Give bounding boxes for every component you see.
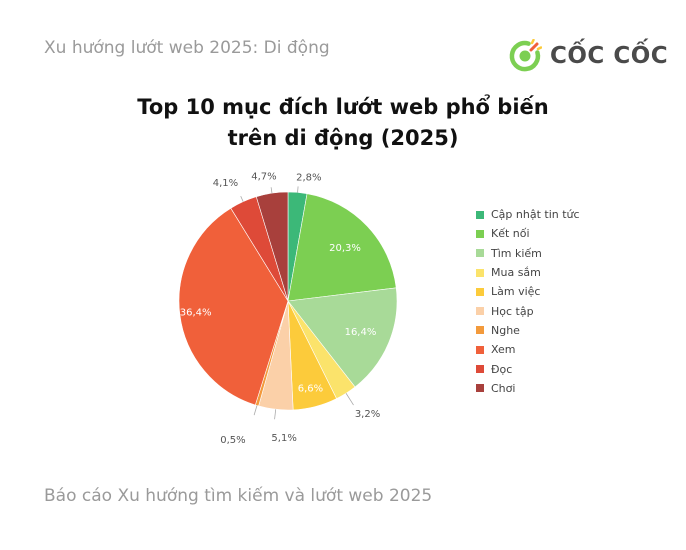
legend-item-7: Xem	[476, 340, 580, 359]
leader-line-5	[274, 409, 277, 420]
legend-item-9: Chơi	[476, 379, 580, 398]
legend-label: Cập nhật tin tức	[491, 208, 580, 222]
pie-slice-9	[255, 191, 289, 302]
legend-item-6: Nghe	[476, 321, 580, 340]
data-label-9: 4,7%	[251, 171, 276, 182]
legend-swatch	[476, 249, 484, 258]
legend-item-8: Đọc	[476, 359, 580, 378]
legend-swatch	[476, 287, 484, 296]
chart-title-line-2: trên di động (2025)	[227, 126, 459, 150]
leader-line-3	[345, 393, 354, 406]
legend-label: Làm việc	[491, 285, 541, 299]
legend-swatch	[476, 210, 484, 219]
pie-slice-7	[178, 207, 289, 406]
legend-item-2: Tìm kiếm	[476, 244, 580, 263]
data-label-8: 4,1%	[213, 178, 238, 189]
data-label-3: 3,2%	[355, 409, 380, 420]
legend-label: Nghe	[491, 323, 520, 337]
legend-label: Chơi	[491, 381, 516, 395]
legend-item-1: Kết nối	[476, 224, 580, 243]
header-subtitle: Xu hướng lướt web 2025: Di động	[44, 38, 330, 58]
chart-title-line-1: Top 10 mục đích lướt web phổ biến	[137, 95, 549, 119]
chart-title: Top 10 mục đích lướt web phổ biến trên d…	[0, 92, 686, 154]
legend-item-4: Làm việc	[476, 282, 580, 301]
data-label-2: 16,4%	[345, 327, 377, 338]
legend-label: Xem	[491, 343, 516, 357]
legend-label: Tìm kiếm	[491, 246, 542, 260]
legend-label: Học tập	[491, 304, 534, 318]
coccoc-logo-icon	[509, 39, 542, 72]
legend-item-5: Học tập	[476, 301, 580, 320]
logo-text: CỐC CỐC	[550, 43, 669, 69]
legend-label: Đọc	[491, 362, 513, 376]
legend-swatch	[476, 345, 484, 354]
legend-swatch	[476, 307, 484, 316]
legend-swatch	[476, 268, 484, 277]
coccoc-logo: CỐC CỐC	[508, 38, 668, 74]
legend-label: Mua sắm	[491, 266, 541, 280]
leader-line-6	[253, 405, 258, 416]
footer-text: Báo cáo Xu hướng tìm kiếm và lướt web 20…	[44, 486, 433, 506]
pie-slice-2	[287, 287, 398, 388]
legend-item-3: Mua sắm	[476, 263, 580, 282]
data-label-5: 5,1%	[271, 433, 296, 444]
data-label-7: 36,4%	[180, 308, 212, 319]
pie-slice-1	[287, 193, 397, 302]
leader-line-8	[240, 196, 244, 202]
legend-swatch	[476, 229, 484, 238]
legend-swatch	[476, 384, 484, 393]
leader-line-0	[297, 186, 299, 193]
legend-swatch	[476, 365, 484, 374]
legend-item-0: Cập nhật tin tức	[476, 205, 580, 224]
data-label-4: 6,6%	[298, 384, 323, 395]
data-label-6: 0,5%	[220, 435, 245, 446]
leader-line-9	[270, 187, 273, 194]
data-label-1: 20,3%	[329, 243, 361, 254]
chart-legend: Cập nhật tin tức Kết nối Tìm kiếm Mua sắm Là…	[476, 205, 580, 398]
legend-swatch	[476, 326, 484, 335]
data-label-0: 2,8%	[296, 172, 321, 183]
legend-label: Kết nối	[491, 227, 530, 241]
